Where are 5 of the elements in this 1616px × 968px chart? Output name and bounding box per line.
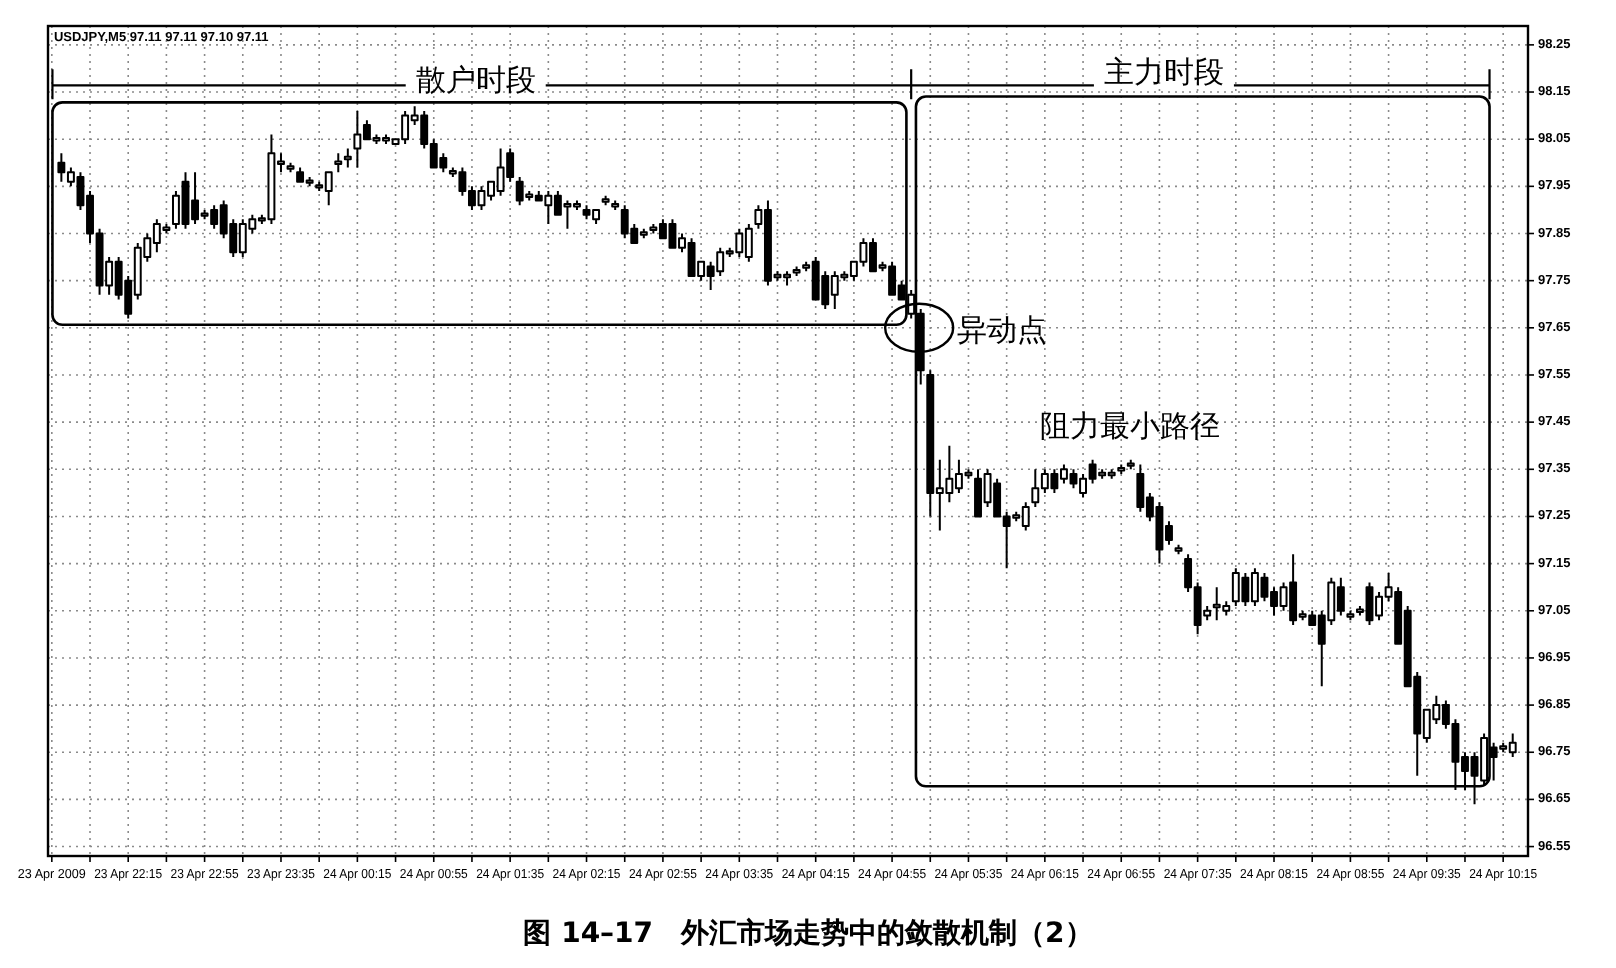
annotation: 阻力最小路径 (1039, 408, 1220, 445)
annotation: 异动点 (957, 311, 1048, 348)
annotation: 主力时段 (1103, 53, 1224, 90)
title: 图 14–17 外汇市场走势中的敛散机制（2） (523, 918, 1093, 950)
annotation: 散户时段 (415, 61, 536, 98)
